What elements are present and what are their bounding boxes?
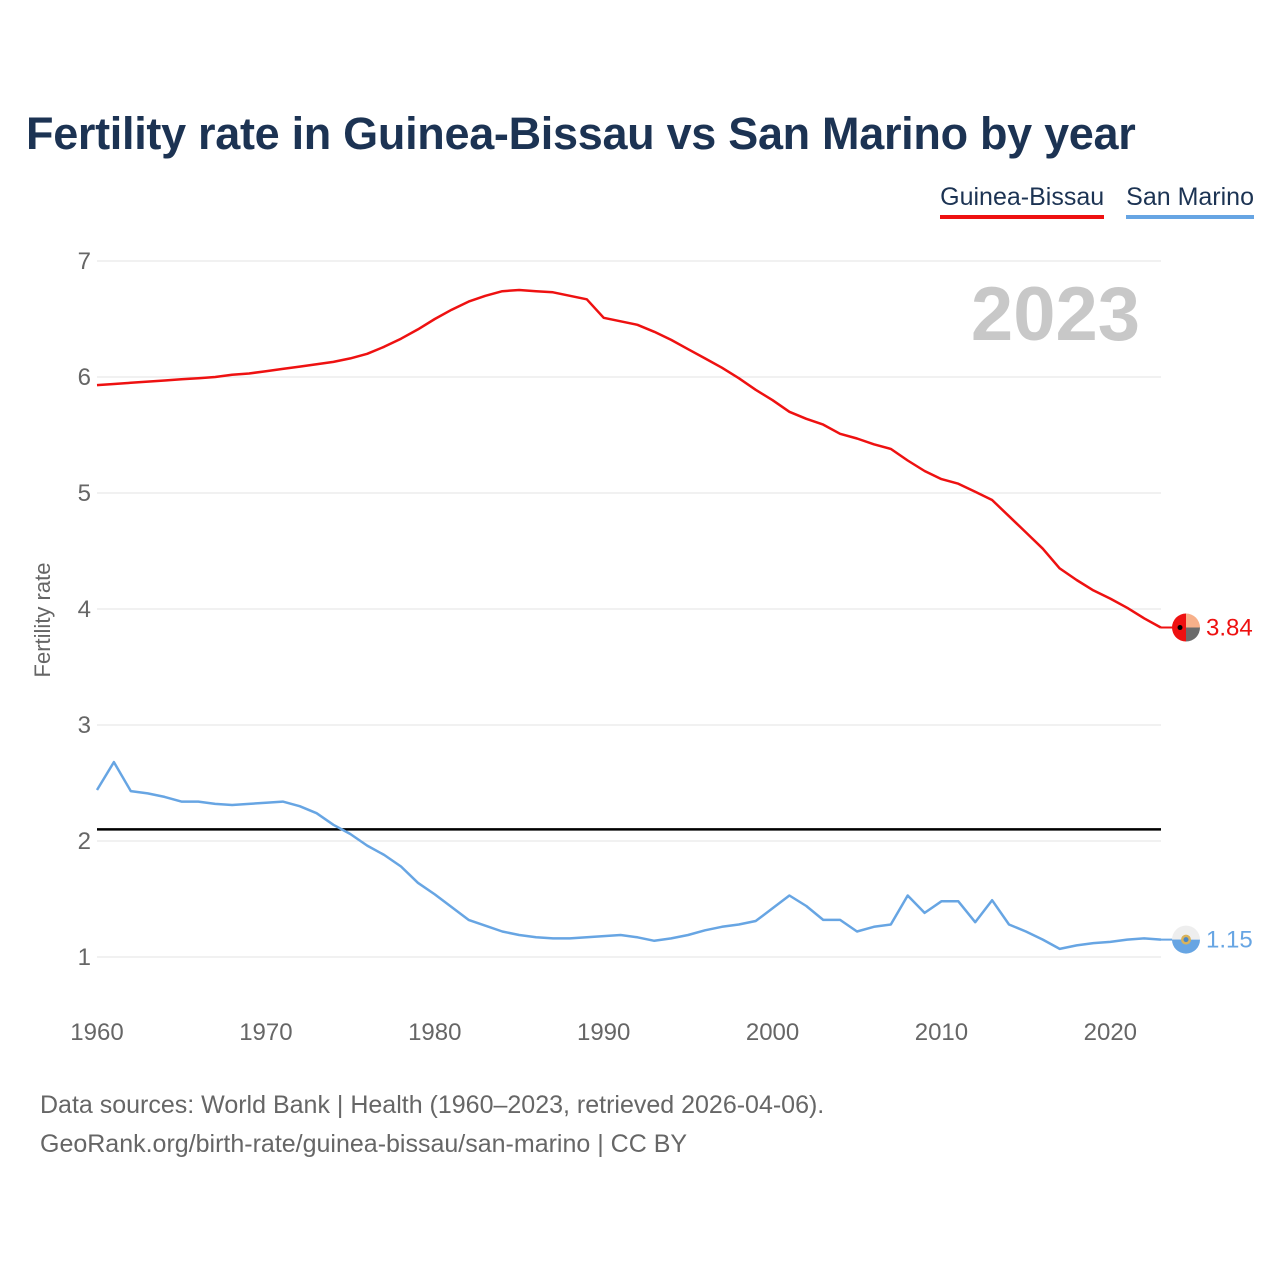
- y-tick-3: 3: [78, 712, 91, 739]
- y-tick-1: 1: [78, 944, 91, 971]
- chart-title: Fertility rate in Guinea-Bissau vs San M…: [26, 108, 1136, 159]
- legend-item-san-marino[interactable]: San Marino: [1126, 183, 1254, 219]
- y-tick-6: 6: [78, 364, 91, 391]
- x-tick-1960: 1960: [70, 1019, 123, 1046]
- end-markers: 3.84 1.15: [1161, 613, 1253, 954]
- flag-icon-san-marino: [1172, 925, 1200, 954]
- y-tick-2: 2: [78, 828, 91, 855]
- flag-icon-guinea-bissau: [1172, 613, 1200, 642]
- legend: Guinea-Bissau San Marino: [940, 183, 1254, 219]
- x-axis-ticks: 1960 1970 1980 1990 2000 2010 2020: [70, 1019, 1137, 1046]
- legend-item-guinea-bissau[interactable]: Guinea-Bissau: [940, 183, 1105, 219]
- line-chart: 1 2 3 4 5 6 7 1960 1970 1980 1990 2000 2010 2020 202…: [30, 248, 1253, 1046]
- y-tick-4: 4: [78, 596, 91, 623]
- y-axis-ticks: 1 2 3 4 5 6 7: [78, 248, 91, 971]
- footer-credit[interactable]: GeoRank.org/birth-rate/guinea-bissau/san…: [40, 1130, 688, 1158]
- series-line-guinea-bissau: [96, 288, 1162, 629]
- footer: Data sources: World Bank | Health (1960–…: [40, 1086, 824, 1164]
- footer-source: Data sources: World Bank | Health (1960–…: [40, 1091, 825, 1119]
- end-label-guinea-bissau: 3.84: [1206, 615, 1253, 642]
- year-label: 2023: [971, 272, 1140, 357]
- series-lines: [95, 288, 1162, 951]
- x-tick-2020: 2020: [1084, 1019, 1137, 1046]
- x-tick-1980: 1980: [408, 1019, 461, 1046]
- y-tick-5: 5: [78, 480, 91, 507]
- y-tick-7: 7: [78, 248, 91, 275]
- gridlines: [97, 260, 1161, 958]
- y-axis-label: Fertility rate: [30, 563, 55, 678]
- end-label-san-marino: 1.15: [1206, 927, 1253, 954]
- x-tick-1990: 1990: [577, 1019, 630, 1046]
- x-tick-2000: 2000: [746, 1019, 799, 1046]
- series-line-san-marino: [95, 760, 1162, 951]
- x-tick-1970: 1970: [239, 1019, 292, 1046]
- x-tick-2010: 2010: [915, 1019, 968, 1046]
